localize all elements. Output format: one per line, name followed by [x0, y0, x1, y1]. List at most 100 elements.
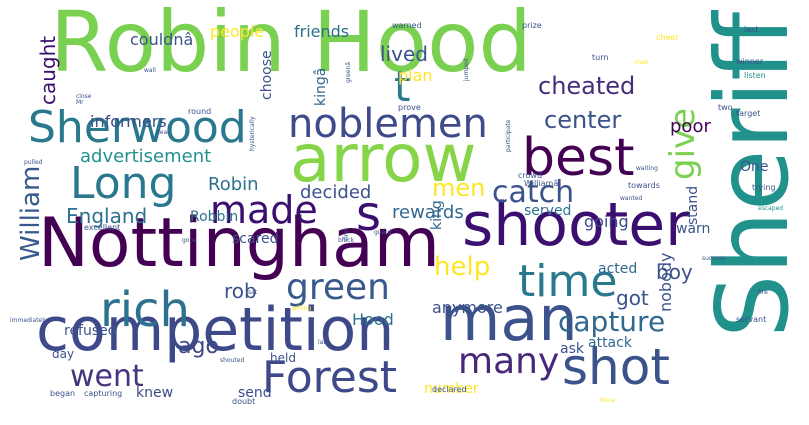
word-cloud-word: held [270, 351, 296, 365]
word-cloud-word: noblemen [288, 101, 488, 147]
word-cloud-word: nobody [656, 252, 675, 313]
word-cloud-word: knew [136, 385, 174, 401]
word-cloud-word: capturing [84, 389, 123, 398]
word-cloud-word: Williamâ [524, 179, 559, 188]
word-cloud-word: success [702, 255, 726, 262]
word-cloud-word: cheated [538, 72, 636, 100]
word-cloud-word: fire [758, 289, 768, 296]
word-cloud-word: wanted [620, 195, 643, 202]
word-cloud-word: man [440, 282, 578, 355]
word-cloud-word: excellent [84, 223, 121, 232]
word-cloud-word: doubt [232, 397, 256, 406]
word-cloud-word: number [424, 381, 479, 397]
word-cloud-word: went [70, 359, 144, 394]
word-cloud-word: participate [505, 119, 512, 152]
word-cloud-word: help [434, 252, 491, 282]
word-cloud-word: greenâ [345, 61, 352, 83]
word-cloud-word: prove [398, 103, 421, 112]
word-cloud-word: dear [156, 129, 170, 136]
word-cloud-word: arrow [290, 120, 477, 197]
word-cloud-word: Forest [262, 352, 398, 403]
word-cloud-word: Robin [208, 174, 259, 195]
word-cloud-word: men [432, 174, 486, 202]
word-cloud-word: force [600, 397, 616, 404]
word-cloud-word: capture [558, 305, 666, 338]
word-cloud-word: declared [432, 385, 467, 394]
word-cloud-word: Long [70, 158, 177, 209]
word-cloud-word: ago [178, 334, 219, 359]
word-cloud-word: wall [144, 67, 156, 74]
word-cloud-word: began [50, 389, 76, 398]
word-cloud-word: target [736, 109, 761, 118]
word-cloud-word: pulled [24, 159, 43, 166]
word-cloud-word: shot [562, 338, 670, 396]
word-cloud-word: rewards [392, 202, 464, 223]
word-cloud-word: gone [182, 237, 197, 244]
word-cloud-word: advertisement [80, 146, 212, 167]
word-cloud-word: center [544, 106, 622, 134]
word-cloud-word: close [76, 93, 92, 100]
word-cloud-word: anymore [432, 298, 503, 317]
word-cloud-word: chair [634, 59, 649, 66]
word-cloud-word: Sherwood [28, 102, 247, 153]
word-cloud-word: got [616, 286, 649, 310]
word-cloud-word: best [522, 128, 635, 188]
word-cloud-word: last [744, 25, 759, 34]
word-cloud-word: rich [100, 282, 190, 338]
word-cloud-word: servant [736, 315, 767, 324]
word-cloud-word: time [518, 256, 618, 307]
word-cloud-word: willing [292, 305, 312, 312]
word-cloud-word: guard [374, 229, 392, 236]
word-cloud-word: two [718, 103, 733, 112]
word-cloud-word: black [338, 237, 354, 244]
word-cloud-word: round [188, 107, 212, 116]
word-cloud-word: t [394, 62, 411, 111]
word-cloud-word: choose [259, 50, 275, 100]
word-cloud-word: shouted [220, 357, 245, 364]
word-cloud-word: made [210, 188, 318, 232]
word-cloud-word: crowd [518, 171, 543, 180]
word-cloud-word: refused [64, 323, 117, 339]
word-cloud-word: going [584, 212, 629, 231]
word-cloud-word: attack [588, 335, 632, 351]
word-cloud-word: boy [656, 260, 693, 284]
word-cloud-word: poor [670, 116, 711, 137]
word-cloud-word: trying [752, 183, 776, 192]
word-cloud-word: people [210, 22, 265, 41]
word-cloud-word: towards [628, 181, 660, 190]
word-cloud-word: green [286, 267, 390, 308]
word-cloud-word: ask [560, 341, 584, 357]
word-cloud-word: escaped [758, 205, 784, 212]
word-cloud-word: One [740, 159, 769, 175]
word-cloud-word: waiting [636, 165, 658, 172]
word-cloud-word: friends [294, 22, 350, 41]
word-cloud-word: catch [492, 175, 575, 210]
word-cloud-word: late [318, 339, 330, 346]
word-cloud-word: s [356, 186, 382, 242]
word-cloud-word: turn [592, 53, 609, 62]
word-cloud-word: decided [300, 182, 372, 203]
word-cloud-word: rob [224, 279, 257, 303]
word-cloud-word: plan [398, 66, 433, 85]
word-cloud-word: William [16, 165, 46, 261]
word-cloud-word: winner [736, 57, 764, 66]
word-cloud-word: Nottingham [38, 204, 440, 283]
word-cloud-word: jumped [463, 58, 470, 81]
word-cloud-word: England [66, 204, 148, 228]
word-cloud-word: shooter [462, 190, 690, 260]
word-cloud-word: Hood [352, 310, 394, 329]
word-cloud-word: cheer [656, 33, 679, 42]
word-cloud-word: caught [36, 35, 60, 105]
word-cloud-word: Mr [76, 99, 84, 106]
word-cloud-word: hysterically [249, 116, 256, 151]
word-cloud-word: prize [522, 21, 542, 30]
word-cloud-word: king [429, 200, 445, 230]
word-cloud-word: warned [392, 21, 422, 30]
word-cloud-word: acted [598, 261, 638, 277]
word-cloud-word: immediately [10, 317, 48, 324]
word-cloud-word: sat [248, 289, 258, 296]
word-cloud-word: lived [380, 42, 428, 66]
word-cloud-word: scared [232, 231, 279, 247]
word-cloud-word: warn [676, 221, 711, 237]
